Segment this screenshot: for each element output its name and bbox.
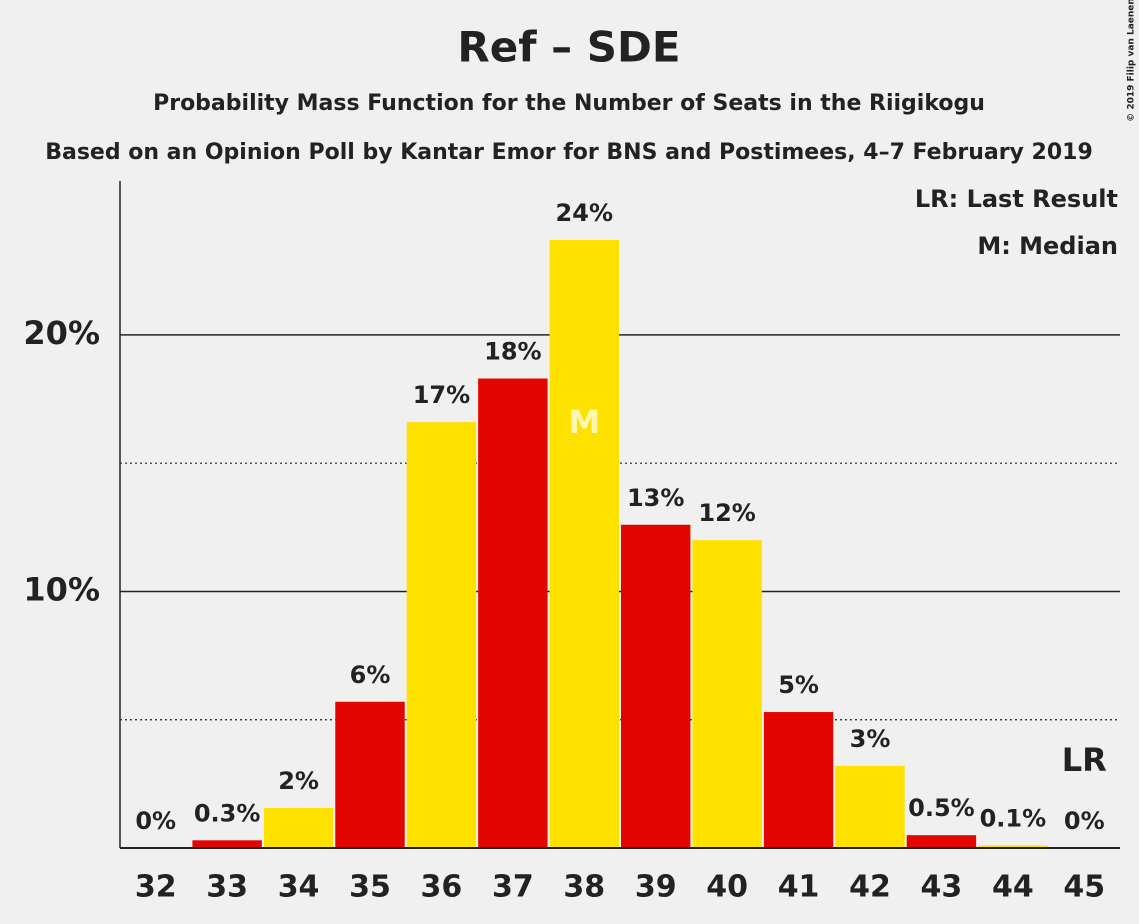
bar — [906, 835, 977, 848]
legend-entry: LR: Last Result — [915, 185, 1118, 213]
value-label: 0.5% — [908, 794, 975, 822]
bar — [478, 378, 548, 848]
bar — [192, 840, 262, 848]
bar — [263, 807, 334, 848]
value-label: 5% — [778, 671, 819, 699]
x-tick-label: 40 — [706, 870, 748, 905]
x-tick-label: 42 — [849, 870, 891, 905]
x-tick-label: 34 — [278, 870, 320, 905]
value-label: 0.1% — [980, 804, 1047, 832]
value-label: 12% — [698, 499, 755, 527]
bar — [549, 240, 619, 848]
value-label: 3% — [850, 725, 891, 753]
chart-title: Ref – SDE — [457, 23, 680, 72]
x-tick-label: 44 — [992, 870, 1034, 905]
x-tick-label: 36 — [421, 870, 463, 905]
y-tick-label: 20% — [23, 314, 100, 352]
x-tick-label: 35 — [349, 870, 391, 905]
chart-subtitle: Probability Mass Function for the Number… — [153, 91, 985, 116]
value-label: 18% — [484, 338, 541, 366]
bar — [692, 540, 762, 848]
y-tick-label: 10% — [23, 570, 100, 608]
value-label: 0% — [135, 807, 176, 835]
marker-label: M — [568, 403, 600, 441]
bar — [978, 845, 1048, 848]
value-label: 2% — [278, 767, 319, 795]
x-tick-label: 37 — [492, 870, 534, 905]
x-tick-label: 32 — [135, 870, 177, 905]
x-tick-label: 43 — [921, 870, 963, 905]
bar — [406, 422, 477, 848]
value-label: 17% — [413, 381, 470, 409]
x-tick-label: 41 — [778, 870, 820, 905]
x-tick-label: 39 — [635, 870, 677, 905]
chart-subtitle: Based on an Opinion Poll by Kantar Emor … — [45, 140, 1093, 165]
x-tick-label: 45 — [1063, 870, 1105, 905]
value-label: 6% — [350, 661, 391, 689]
bar — [621, 524, 691, 848]
value-label: 24% — [556, 199, 613, 227]
marker-label: LR — [1062, 741, 1107, 779]
legend-entry: M: Median — [977, 232, 1118, 260]
bar — [763, 712, 834, 848]
x-tick-label: 33 — [206, 870, 248, 905]
value-label: 0.3% — [194, 799, 261, 827]
bar — [835, 765, 905, 848]
bar — [335, 701, 405, 848]
copyright: © 2019 Filip van Laenen — [1127, 0, 1137, 122]
value-label: 13% — [627, 484, 684, 512]
value-label: 0% — [1064, 807, 1105, 835]
x-tick-label: 38 — [563, 870, 605, 905]
